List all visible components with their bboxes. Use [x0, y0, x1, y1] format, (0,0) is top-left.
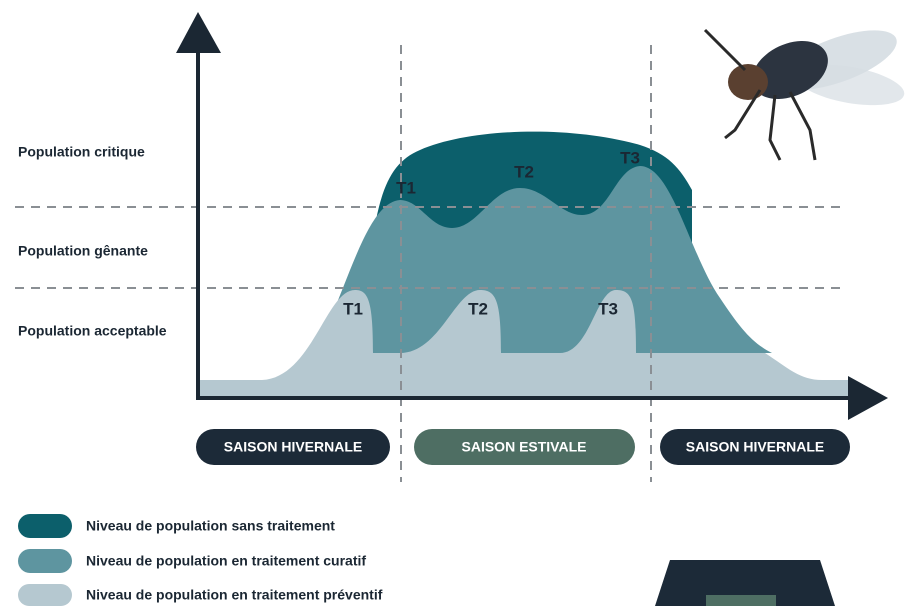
y-arrow	[176, 12, 221, 53]
legend-swatch	[18, 549, 72, 573]
season-label: SAISON HIVERNALE	[224, 439, 362, 455]
legend-label: Niveau de population en traitement curat…	[86, 553, 366, 569]
level-label: Population critique	[18, 144, 145, 160]
legend-label: Niveau de population sans traitement	[86, 518, 335, 534]
treatment-label: T1	[343, 299, 363, 318]
season-label: SAISON HIVERNALE	[686, 439, 824, 455]
level-label: Population acceptable	[18, 323, 167, 339]
treatment-label: T1	[396, 178, 416, 197]
fly-illustration	[705, 18, 907, 160]
treatment-label: T3	[598, 299, 618, 318]
diagram: Population critique Population gênante P…	[0, 0, 908, 606]
level-label: Population gênante	[18, 243, 148, 259]
legend-swatch	[18, 584, 72, 606]
legend-swatch	[18, 514, 72, 538]
treatment-label: T2	[468, 299, 488, 318]
treatment-label: T3	[620, 148, 640, 167]
decoration	[706, 595, 776, 606]
treatment-label: T2	[514, 162, 534, 181]
x-arrow	[848, 376, 888, 420]
page: Population critique Population gênante P…	[0, 0, 908, 606]
legend-label: Niveau de population en traitement préve…	[86, 587, 383, 603]
season-label: SAISON ESTIVALE	[462, 439, 587, 455]
